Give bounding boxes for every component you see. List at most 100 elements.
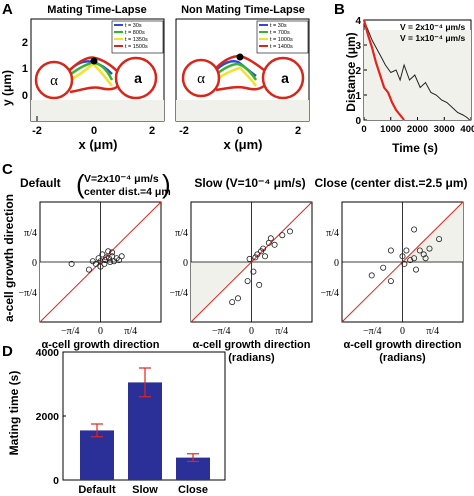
- scatter-xtick: π/4: [275, 326, 288, 337]
- scatter-ytick: 0: [334, 258, 339, 269]
- scatter-point: [107, 258, 114, 265]
- panel-d-category: Slow: [132, 484, 158, 496]
- nonmating-xtick: 0: [237, 125, 243, 137]
- panel-a-ylabel: y (μm): [0, 70, 14, 106]
- scatter-point: [254, 251, 261, 258]
- mating-legend: [111, 20, 164, 54]
- panel-b-legend-entry: V = 1x10⁻⁴ μm/s: [400, 33, 465, 43]
- panel-d-ytick: 2000: [36, 411, 60, 423]
- c-slow-title: Slow (V=10⁻⁴ μm/s): [194, 176, 305, 190]
- scatter-point: [267, 235, 274, 242]
- panel-d-category: Default: [78, 484, 116, 496]
- c-default-bracket-close: ): [162, 169, 171, 199]
- panel-b-xlabel: Time (s): [392, 141, 438, 155]
- c-default-note-v: V=2x10⁻⁴ μm/s: [84, 173, 159, 185]
- nonmating-legend: [256, 20, 309, 54]
- mating-shade: [31, 100, 164, 121]
- scatter-diagonal: [190, 201, 313, 323]
- bar: [80, 430, 114, 480]
- nonmating-xtick: 2: [295, 125, 301, 137]
- nonmating-a-cell: [261, 56, 305, 100]
- scatter-ytick: π/4: [175, 228, 188, 239]
- mating-a-label: a: [134, 70, 142, 86]
- panel-b-ytick: 1: [355, 91, 361, 102]
- scatter-xlabel: α-cell growth direction: [193, 339, 311, 351]
- panel-b-series-line: [362, 19, 405, 121]
- scatter-slow: −π/4 0 π/4 π/4 0 −π/4 α-cell growth direction(…: [170, 201, 313, 364]
- scatter-ytick: 0: [183, 258, 188, 269]
- nonmating-shade: [176, 100, 309, 121]
- scatter-point: [109, 249, 116, 256]
- panel-c-ylabel: a-cell growth direction: [2, 194, 16, 322]
- mating-a-cell: [114, 56, 158, 100]
- panel-b-xtick: 3000: [434, 124, 455, 135]
- scatter-xlabel-units: (radians): [228, 352, 275, 364]
- scatter-point: [109, 253, 116, 260]
- scatter-ytick: −π/4: [170, 288, 188, 299]
- scatter-point: [399, 253, 406, 260]
- scatter-default: −π/40π/4π/40−π/4α-cell growth direction(…: [19, 201, 162, 364]
- panel-d-ytick: 0: [53, 475, 59, 487]
- scatter-point: [252, 254, 259, 261]
- c-close-title: Close (center dist.=2.5 μm): [314, 176, 467, 190]
- scatter-point: [420, 251, 427, 258]
- error-bar: [187, 453, 199, 463]
- error-bar: [139, 367, 151, 398]
- nonmating-xtick: -2: [179, 125, 189, 137]
- panel-b-ytick: 2: [355, 66, 361, 77]
- scatter-point: [244, 278, 251, 285]
- panel-b-shade: [364, 30, 471, 120]
- scatter-point: [368, 272, 375, 279]
- scatter-point: [401, 260, 408, 267]
- mating-xlabel: x (μm): [78, 137, 117, 152]
- scatter-point: [246, 255, 253, 262]
- scatter-point: [380, 264, 387, 271]
- scatter-point: [411, 255, 418, 262]
- panel-b-legend-entry: V = 2x10⁻⁴ μm/s: [400, 22, 465, 32]
- panel-c: a-cell growth direction Default ( V=2x10…: [2, 169, 468, 364]
- panel-a-ytick: 1: [22, 63, 28, 75]
- panel-b-ylabel: Distance (μm): [344, 32, 358, 111]
- panel-label-a: A: [2, 1, 13, 18]
- scatter-point: [279, 232, 286, 239]
- scatter-xtick: 0: [249, 326, 254, 337]
- nonmating-contact-point: [236, 53, 244, 61]
- scatter-xtick: −π/4: [61, 326, 79, 337]
- panel-b-ytick: 0: [355, 116, 361, 127]
- panel-b-xtick: 2000: [407, 124, 428, 135]
- scatter-point: [416, 247, 423, 254]
- mating-alpha-cell: [34, 60, 74, 100]
- c-default-title: Default: [20, 176, 61, 190]
- scatter-diagonal: [39, 201, 162, 323]
- scatter-point: [106, 255, 113, 262]
- scatter-point: [116, 257, 123, 264]
- scatter-close: −π/4 0 π/4 π/4 0 −π/4 α-cell growth direction(…: [321, 201, 464, 364]
- nonmating-title: Non Mating Time-Lapse: [181, 4, 305, 16]
- nonmating-legend-t2: t = 700s: [270, 30, 290, 36]
- scatter-ytick: −π/4: [321, 288, 339, 299]
- mating-subplot: Mating Time-Lapse α a t = 30s t = 800s t…: [30, 4, 165, 152]
- mating-legend-t4: t = 1500s: [125, 44, 148, 50]
- mating-contact-point: [90, 57, 98, 65]
- scatter-point: [411, 226, 418, 233]
- mating-legend-items: t = 30s t = 800s t = 1350s t = 1500s: [114, 23, 148, 50]
- c-default-note-dist: center dist.=4 μm: [84, 186, 171, 198]
- nonmating-subplot: Non Mating Time-Lapse α a t = 30s t = 70…: [175, 4, 310, 152]
- mating-xtick: 2: [149, 125, 155, 137]
- panel-b-xtick: 0: [361, 124, 366, 135]
- panel-label-d: D: [2, 343, 13, 360]
- panel-a-ytick: 2: [22, 37, 28, 49]
- mating-legend-t1: t = 30s: [125, 23, 142, 29]
- scatter-point: [256, 281, 263, 288]
- scatter-point: [229, 299, 236, 306]
- bar: [128, 382, 162, 480]
- scatter-point: [234, 295, 241, 302]
- scatter-point: [68, 260, 75, 267]
- panel-b-series-line: [363, 19, 471, 121]
- scatter-point: [387, 278, 394, 285]
- scatter-xlabel-units: (radians): [379, 352, 426, 364]
- nonmating-legend-items: t = 30s t = 700s t = 1000s t = 1400s: [259, 23, 293, 50]
- scatter-point: [436, 236, 443, 243]
- mating-xtick: -2: [32, 125, 42, 137]
- scatter-xtick: 0: [98, 326, 103, 337]
